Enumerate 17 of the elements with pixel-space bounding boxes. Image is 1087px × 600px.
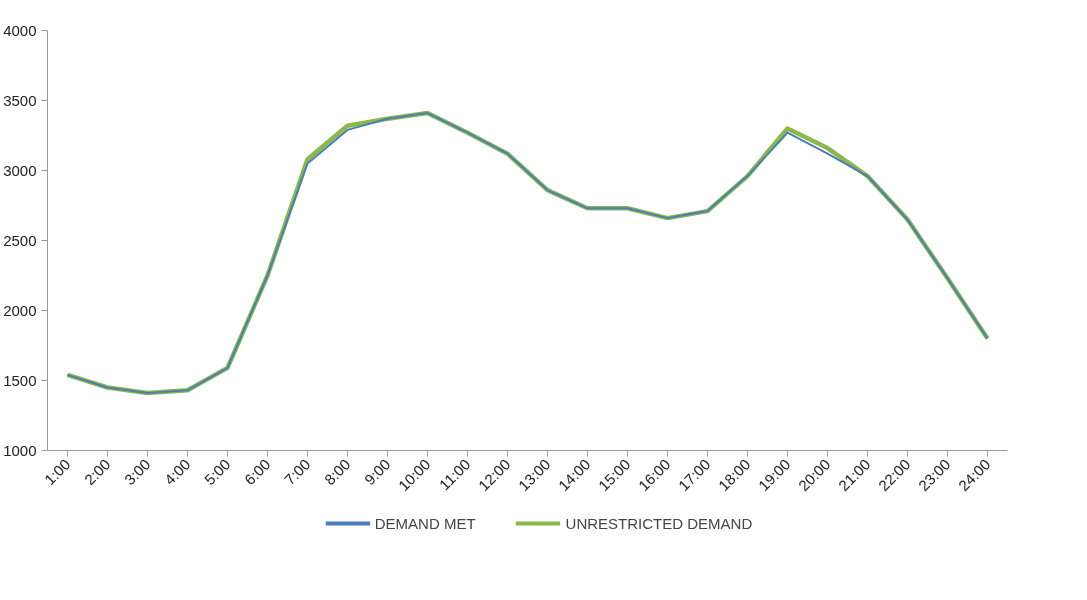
x-tick-label: 3:00: [120, 455, 154, 489]
legend-label: DEMAND MET: [374, 514, 476, 532]
y-tick-label: 1500: [3, 371, 37, 389]
y-tick-label: 4000: [3, 21, 37, 39]
y-tick-label: 2000: [3, 301, 37, 319]
x-tick-label: 5:00: [200, 455, 234, 489]
x-tick-label: 6:00: [240, 455, 274, 489]
x-tick-label: 7:00: [280, 455, 314, 489]
y-tick-label: 2500: [3, 231, 37, 249]
legend-label: UNRESTRICTED DEMAND: [565, 514, 753, 532]
y-tick-label: 3500: [3, 91, 37, 109]
y-tick-label: 1000: [3, 441, 37, 459]
x-tick-label: 8:00: [320, 455, 354, 489]
x-tick-label: 9:00: [360, 455, 394, 489]
y-tick-label: 3000: [3, 161, 37, 179]
x-tick-label: 4:00: [160, 455, 194, 489]
x-tick-label: 1:00: [40, 455, 74, 489]
